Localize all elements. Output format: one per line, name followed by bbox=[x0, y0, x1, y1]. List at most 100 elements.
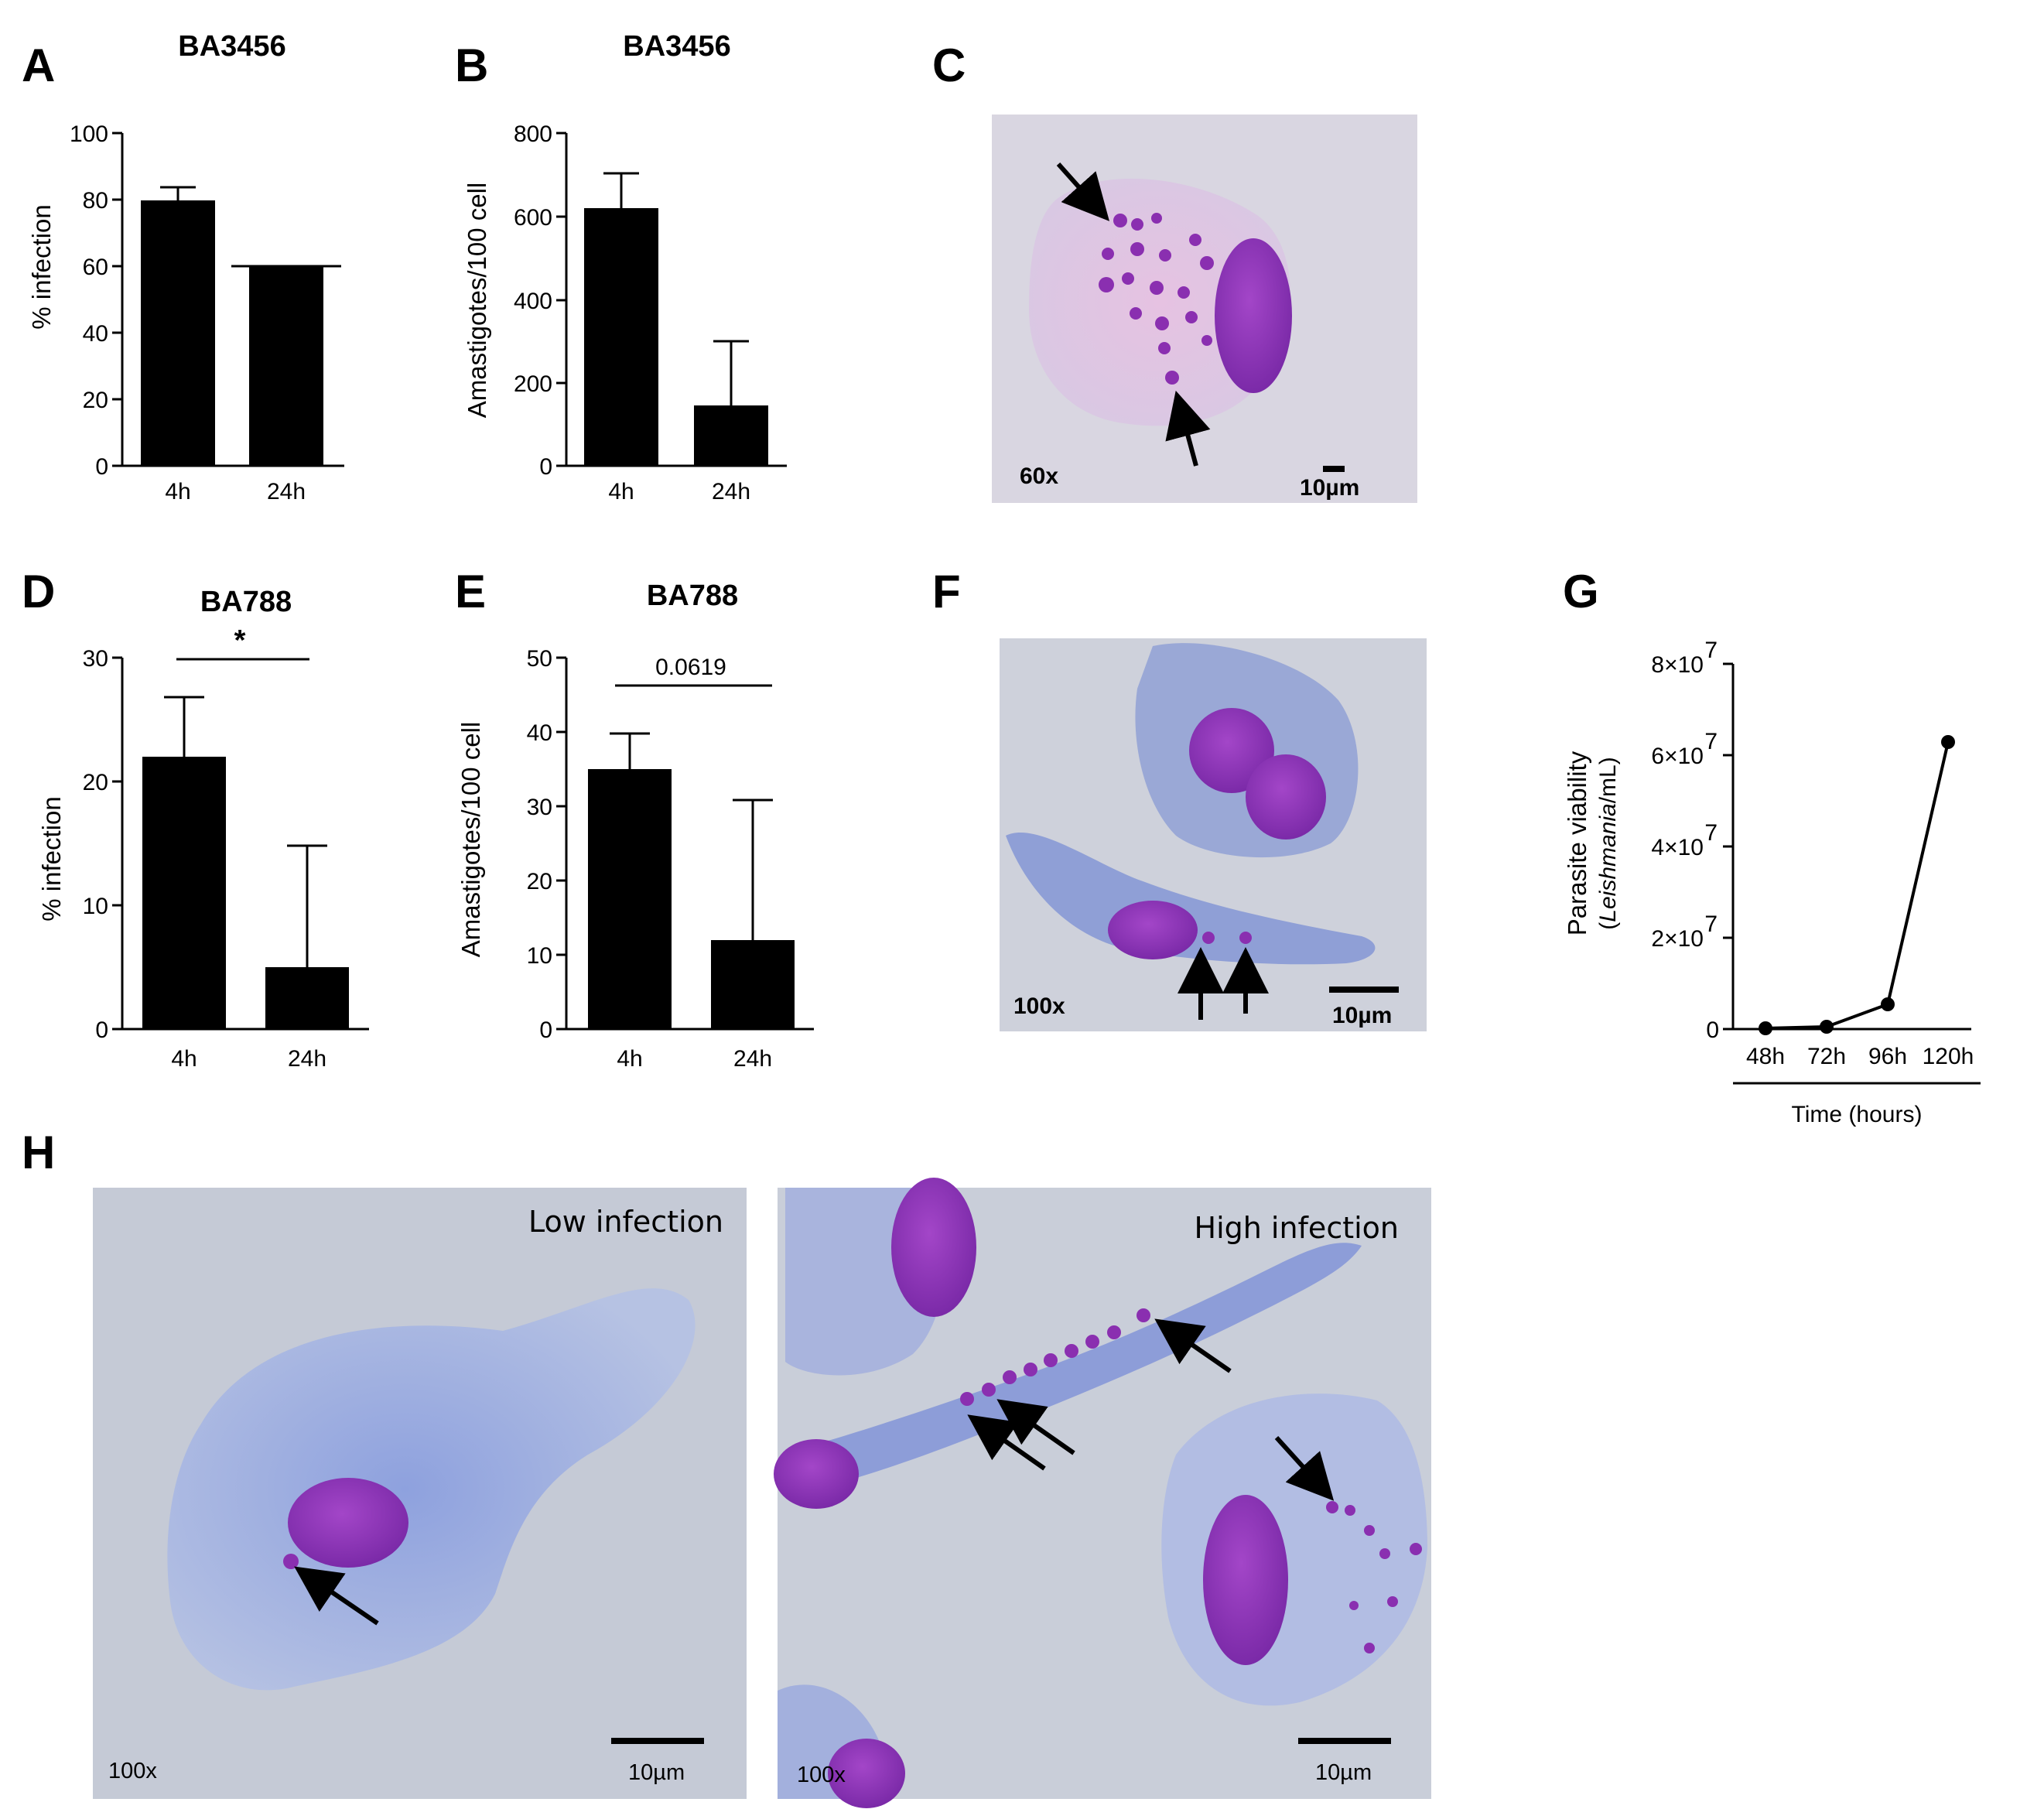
chart-b-ylabel: Amastigotes/100 cell bbox=[463, 183, 491, 419]
cell-nucleus bbox=[828, 1739, 905, 1808]
chart-a-bar bbox=[141, 200, 215, 466]
chart-g-ytick: 2×10 bbox=[1651, 926, 1704, 952]
panel-label-f: F bbox=[932, 566, 961, 617]
panel-label-h: H bbox=[22, 1127, 55, 1178]
chart-a-xtick: 24h bbox=[267, 479, 306, 504]
chart-d-ytick: 0 bbox=[95, 1017, 108, 1043]
chart-b-title: BA3456 bbox=[623, 30, 730, 63]
micrograph-c: 60x 10µm bbox=[992, 115, 1417, 503]
chart-e-ytick: 0 bbox=[539, 1017, 552, 1043]
arrow-icon bbox=[1056, 162, 1109, 221]
chart-b-xtick: 24h bbox=[712, 479, 750, 504]
chart-g-xtick: 96h bbox=[1868, 1044, 1907, 1069]
scale-bar bbox=[611, 1738, 704, 1744]
chart-d: BA788 * % infection 0 10 20 30 4h 24h bbox=[37, 586, 369, 1072]
chart-a-ytick: 40 bbox=[83, 321, 108, 347]
micrograph-c-magnification: 60x bbox=[1020, 463, 1058, 489]
chart-e-bar bbox=[588, 769, 672, 1029]
chart-b: BA3456 Amastigotes/100 cell 0 200 400 60… bbox=[463, 30, 787, 504]
micrograph-h-right-scale: 10µm bbox=[1315, 1760, 1372, 1785]
chart-e-ytick: 10 bbox=[527, 943, 552, 969]
chart-g-ylabel-unit: /mL bbox=[1595, 764, 1621, 803]
cell-nucleus bbox=[891, 1178, 976, 1317]
chart-a-ytick: 100 bbox=[70, 121, 108, 147]
arrow-icon bbox=[294, 1566, 379, 1626]
cell-nucleus bbox=[1215, 238, 1292, 393]
panel-label-c: C bbox=[932, 39, 966, 91]
chart-g-ytick: 6×10 bbox=[1651, 744, 1704, 769]
arrow-icon bbox=[1274, 1435, 1335, 1501]
amastigote-cluster bbox=[1099, 213, 1214, 385]
chart-e-ylabel: Amastigotes/100 cell bbox=[456, 722, 485, 958]
chart-g-point bbox=[1759, 1021, 1772, 1035]
chart-a-xtick: 4h bbox=[165, 479, 190, 504]
amastigote bbox=[1239, 932, 1252, 944]
arrow-icon bbox=[1154, 1318, 1232, 1373]
svg-text:(Leishmania/mL): (Leishmania/mL) bbox=[1595, 757, 1621, 929]
chart-a-title: BA3456 bbox=[178, 30, 285, 63]
cell-nucleus bbox=[774, 1439, 859, 1509]
chart-g-series-line bbox=[1765, 741, 1950, 1030]
chart-b-ytick: 400 bbox=[514, 289, 552, 314]
scale-bar bbox=[1323, 466, 1345, 472]
micrograph-h-right-magnification: 100x bbox=[797, 1763, 846, 1787]
scale-bar bbox=[1329, 987, 1399, 993]
chart-g-ytick-exponent: 7 bbox=[1704, 820, 1718, 846]
micrograph-h-right-label: High infection bbox=[1195, 1211, 1400, 1245]
chart-d-ylabel: % infection bbox=[37, 796, 66, 921]
chart-a-bar bbox=[249, 266, 323, 466]
chart-g-xtick: 48h bbox=[1746, 1044, 1785, 1069]
chart-b-xtick: 4h bbox=[608, 479, 634, 504]
chart-d-ytick: 10 bbox=[83, 894, 108, 919]
chart-a-ytick: 20 bbox=[83, 388, 108, 413]
chart-e-xtick: 4h bbox=[617, 1046, 642, 1072]
micrograph-h-right: High infection 100x 10µm bbox=[774, 1178, 1431, 1808]
chart-d-ytick: 20 bbox=[83, 770, 108, 795]
panel-label-d: D bbox=[22, 566, 55, 617]
chart-d-xtick: 4h bbox=[171, 1046, 197, 1072]
panel-label-a: A bbox=[22, 39, 55, 91]
chart-g-point bbox=[1820, 1020, 1834, 1034]
micrograph-h-left-scale: 10µm bbox=[628, 1760, 685, 1785]
chart-d-bar bbox=[265, 967, 349, 1029]
micrograph-h-left-magnification: 100x bbox=[108, 1759, 157, 1783]
chart-e-xtick: 24h bbox=[733, 1046, 772, 1072]
panel-label-b: B bbox=[455, 39, 488, 91]
chart-e-bar bbox=[711, 940, 795, 1029]
chart-a-ytick: 80 bbox=[83, 188, 108, 214]
cell-nucleus bbox=[1189, 708, 1274, 793]
micrograph-f-scale: 10µm bbox=[1332, 1003, 1392, 1028]
micrograph-c-scale: 10µm bbox=[1300, 475, 1359, 501]
micrograph-h-left: Low infection 100x 10µm bbox=[93, 1188, 747, 1799]
chart-e: BA788 0.0619 Amastigotes/100 cell 0 10 2… bbox=[456, 580, 814, 1072]
chart-g-ytick-exponent: 7 bbox=[1704, 729, 1718, 754]
chart-g-ylabel-organism: Leishmania bbox=[1595, 803, 1621, 922]
chart-g-point bbox=[1941, 735, 1955, 749]
cell-nucleus bbox=[1246, 754, 1326, 840]
cell-nucleus bbox=[1203, 1495, 1288, 1665]
micrograph-h-left-label: Low infection bbox=[528, 1205, 723, 1239]
arrow-icon bbox=[967, 1414, 1046, 1471]
chart-b-ytick: 0 bbox=[539, 454, 552, 480]
cell-nucleus bbox=[288, 1478, 408, 1568]
chart-g-xtick: 72h bbox=[1807, 1044, 1846, 1069]
chart-a-ytick: 0 bbox=[95, 454, 108, 480]
chart-b-ytick: 600 bbox=[514, 205, 552, 231]
chart-a: BA3456 % infection 0 20 40 60 80 100 4h … bbox=[27, 30, 344, 504]
amastigote-cluster bbox=[960, 1308, 1150, 1406]
chart-g: Parasite viability (Leishmania/mL) 0 2×1… bbox=[1563, 638, 1981, 1127]
scale-bar bbox=[1298, 1738, 1391, 1744]
chart-g-xtick: 120h bbox=[1923, 1044, 1974, 1069]
chart-e-ytick: 30 bbox=[527, 795, 552, 820]
chart-b-bar bbox=[584, 208, 658, 466]
host-cell bbox=[785, 1243, 1362, 1497]
host-cell bbox=[1006, 832, 1376, 965]
chart-g-ytick: 8×10 bbox=[1651, 652, 1704, 678]
chart-g-xlabel: Time (hours) bbox=[1792, 1102, 1923, 1127]
micrograph-f: 100x 10µm bbox=[1000, 638, 1427, 1031]
chart-e-ytick: 40 bbox=[527, 720, 552, 746]
chart-b-ytick: 200 bbox=[514, 371, 552, 397]
arrow-icon bbox=[996, 1399, 1075, 1455]
chart-e-title: BA788 bbox=[647, 580, 738, 612]
cell-nucleus bbox=[1108, 901, 1198, 959]
